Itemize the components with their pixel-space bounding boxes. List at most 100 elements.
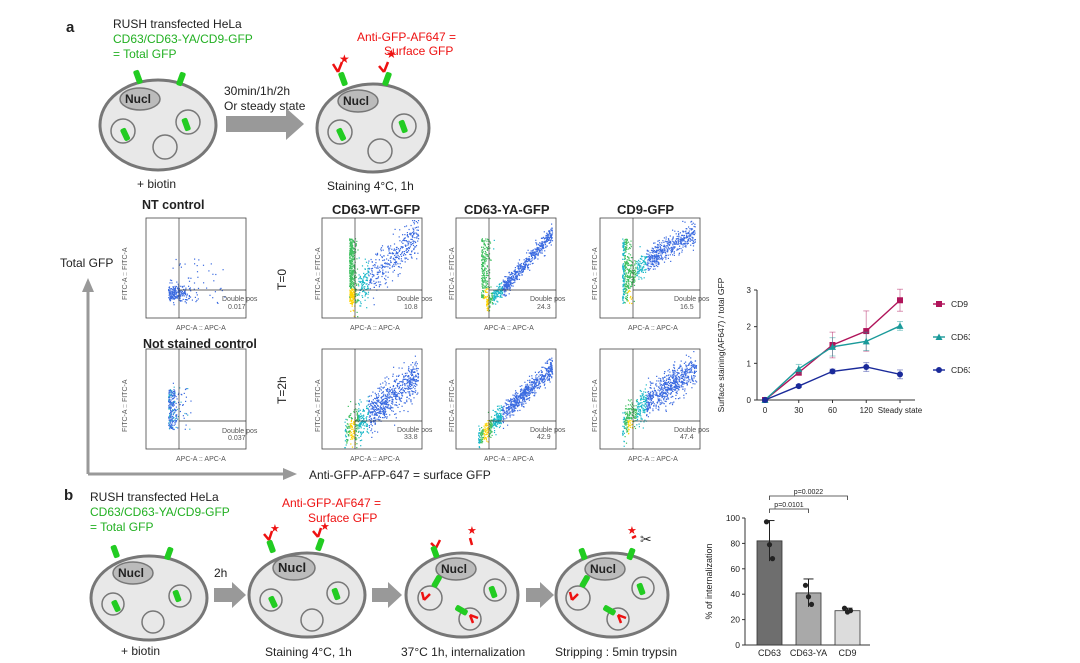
gate-label-wt-t2h: Double pos (397, 427, 433, 434)
panel-b-internalization: 37°C 1h, internalization (401, 645, 526, 659)
gate-value-nt: 0.017 (228, 304, 246, 311)
facs-xlabel-nt: APC-A :: APC-A (176, 325, 226, 332)
svg-text:★: ★ (339, 52, 350, 66)
nucl-label-a2: Nucl (343, 94, 370, 108)
line-chart-y-tick-label: 1 (747, 359, 752, 368)
line-chart-y-tick-label: 0 (747, 396, 752, 405)
nucl-label-b3: Nucl (441, 562, 468, 576)
facs-ylabel-wt-t2h: FITC-A :: FITC-A (315, 379, 322, 433)
bar-CD9 (834, 610, 861, 646)
point-CD63-YA (862, 337, 870, 345)
facs-axes (82, 278, 297, 480)
x-axis-surface-gfp: Anti-GFP-AFP-647 = surface GFP (309, 468, 491, 482)
point-CD63-WT (795, 383, 802, 390)
point-CD9 (863, 328, 870, 335)
svg-text:★: ★ (386, 47, 397, 61)
gate-label-not-stained: Double pos (222, 428, 258, 435)
facs-xlabel-cd9-t0: APC-A :: APC-A (628, 325, 678, 332)
nucl-label-b1: Nucl (118, 566, 145, 580)
legend-label-CD63-YA: CD63-YA (951, 332, 970, 342)
facs-wt-t0 (321, 217, 423, 319)
line-chart-x-tick-label: Steady state (878, 406, 923, 415)
bar-chart-y-tick-label: 40 (731, 589, 741, 599)
gate-label-ya-t2h: Double pos (530, 427, 566, 434)
gate-label-cd9-t0: Double pos (674, 296, 710, 303)
cell-a2: ★ ★ (315, 47, 431, 174)
point-CD63-WT (863, 364, 870, 370)
gate-value-not-stained: 0.037 (228, 435, 246, 442)
nt-control-title: NT control (142, 198, 205, 212)
bar-chart-y-tick-label: 80 (731, 538, 741, 548)
bar-point-CD63 (766, 542, 773, 548)
facs-cd9-t0 (599, 217, 701, 319)
facs-ylabel-cd9-t0: FITC-A :: FITC-A (592, 247, 599, 301)
panel-b-anti-line1: Anti-GFP-AF647 = (282, 496, 382, 510)
pvalue-bracket (769, 495, 848, 500)
bar-point-CD9 (847, 608, 854, 614)
gate-label-cd9-t2h: Double pos (674, 427, 710, 434)
bar-chart-y-label: % of internalization (704, 543, 714, 619)
gate-value-wt-t0: 10.8 (404, 304, 418, 311)
line-chart-y-tick-label: 3 (747, 286, 752, 295)
facs-ylabel-wt-t0: FITC-A :: FITC-A (315, 247, 322, 301)
bar-category-label: CD63 (758, 648, 781, 658)
line-chart-y-label: Surface staining(AF647) / total GFP (716, 277, 726, 412)
point-CD63-YA (896, 322, 904, 329)
bar-point-CD63-YA (808, 601, 815, 607)
nucl-label-b4: Nucl (590, 562, 617, 576)
facs-ya-t2h (455, 348, 557, 450)
bar-point-CD9 (841, 605, 848, 611)
bar-category-label: CD9 (838, 648, 856, 658)
bar-chart-y-tick-label: 100 (726, 513, 740, 523)
panel-b-header-line1: RUSH transfected HeLa (90, 490, 219, 504)
line-chart-x-tick-label: 120 (860, 406, 874, 415)
line-chart-x-tick-label: 60 (828, 406, 837, 415)
col-title-ya: CD63-YA-GFP (464, 202, 550, 217)
panel-b-anti-line2: Surface GFP (308, 511, 378, 525)
cell-b2: ★ ★ (247, 521, 367, 639)
cell-a1 (98, 69, 218, 172)
nucl-label-a1: Nucl (125, 92, 152, 106)
panel-b-stripping: Stripping : 5min trypsin (555, 645, 678, 659)
gate-value-wt-t2h: 33.8 (404, 434, 418, 441)
legend-marker-CD63-YA (935, 333, 943, 340)
facs-ya-t0 (455, 217, 557, 319)
facs-xlabel-cd9-t2h: APC-A :: APC-A (628, 456, 678, 463)
facs-wt-t2h (321, 348, 423, 450)
facs-xlabel-wt-t0: APC-A :: APC-A (350, 325, 400, 332)
panel-b-header-line3: = Total GFP (90, 520, 154, 534)
line-chart-x-tick-label: 30 (794, 406, 803, 415)
panel-a-header-line1: RUSH transfected HeLa (113, 17, 242, 31)
pvalue-label: p=0.0022 (794, 489, 823, 496)
panel-a-anti-line1: Anti-GFP-AF647 = (357, 30, 457, 44)
nucl-label-b2: Nucl (278, 560, 307, 575)
point-CD63-YA (795, 365, 803, 372)
arrow-a (226, 108, 304, 140)
panel-b-arrow-2h: 2h (214, 566, 228, 580)
panel-a-time-line2: Or steady state (224, 99, 306, 113)
legend-label-CD9: CD9 (951, 299, 968, 309)
gate-label-wt-t0: Double pos (397, 296, 433, 303)
pvalue-label: p=0.0101 (774, 502, 803, 509)
panel-b-staining: Staining 4°C, 1h (265, 645, 352, 659)
legend-label-CD63-WT: CD63-WT (951, 365, 970, 375)
bar-point-CD63-YA (805, 594, 812, 600)
gate-label-ya-t0: Double pos (530, 296, 566, 303)
arrow-b3 (526, 582, 554, 608)
panel-a-staining: Staining 4°C, 1h (327, 179, 414, 193)
panel-a-time-line1: 30min/1h/2h (224, 84, 291, 98)
point-CD63-YA (829, 343, 836, 350)
bar-category-label: CD63-YA (790, 648, 827, 658)
facs-cd9-t2h (599, 348, 701, 450)
facs-xlabel-wt-t2h: APC-A :: APC-A (350, 456, 400, 463)
bar-point-CD63 (763, 519, 770, 525)
facs-ylabel-ya-t0: FITC-A :: FITC-A (449, 247, 456, 301)
facs-nt (145, 217, 247, 319)
gate-value-cd9-t0: 16.5 (680, 304, 694, 311)
line-chart-x-tick-label: 0 (763, 406, 768, 415)
facs-ylabel-nt: FITC-A :: FITC-A (122, 247, 129, 301)
point-CD63-WT (829, 368, 836, 375)
bar-chart-y-tick-label: 60 (731, 564, 741, 574)
